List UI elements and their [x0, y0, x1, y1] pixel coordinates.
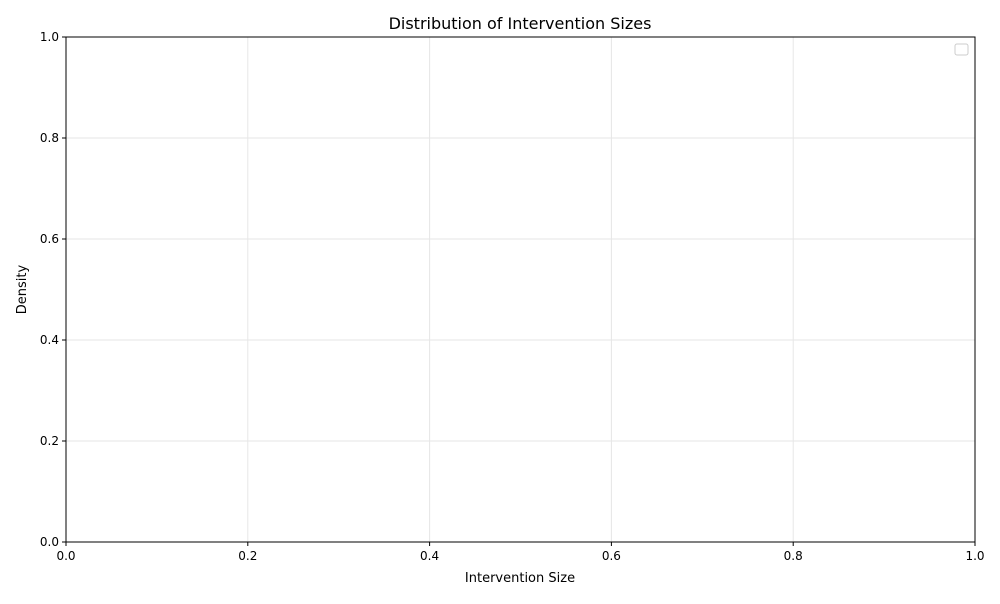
x-axis-label: Intervention Size	[465, 571, 575, 586]
y-axis-ticks: 0.0 0.2 0.4 0.6 0.8 1.0	[40, 30, 66, 549]
y-axis-label: Density	[15, 264, 30, 314]
y-tick-label: 0.4	[40, 333, 59, 347]
x-tick-label: 0.2	[238, 549, 257, 563]
legend-box	[954, 43, 969, 56]
x-tick-label: 0.8	[784, 549, 803, 563]
y-tick-label: 0.8	[40, 131, 59, 145]
x-tick-label: 0.4	[420, 549, 439, 563]
x-tick-label: 1.0	[965, 549, 984, 563]
y-tick-label: 0.2	[40, 434, 59, 448]
x-tick-label: 0.6	[602, 549, 621, 563]
x-tick-label: 0.0	[56, 549, 75, 563]
x-axis-ticks: 0.0 0.2 0.4 0.6 0.8 1.0	[56, 542, 985, 563]
y-tick-label: 0.6	[40, 232, 59, 246]
plot-area-frame	[65, 36, 976, 543]
y-tick-label: 0.0	[40, 535, 59, 549]
chart-title: Distribution of Intervention Sizes	[389, 14, 652, 33]
y-tick-label: 1.0	[40, 30, 59, 44]
